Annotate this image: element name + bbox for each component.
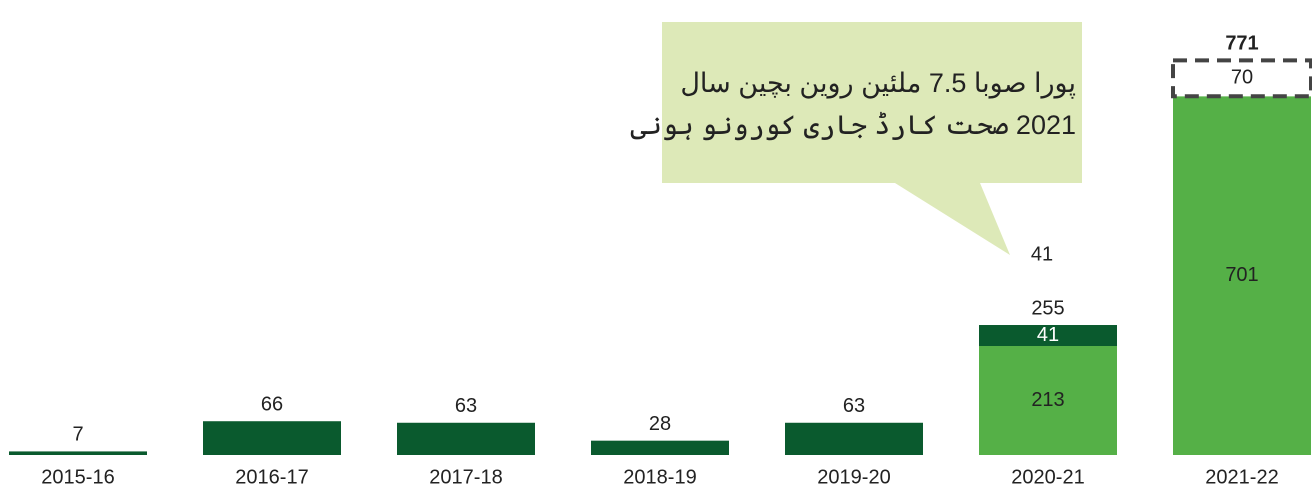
- value-label: 41: [1037, 324, 1059, 346]
- value-label: 28: [649, 413, 671, 435]
- bar-segment: [9, 451, 147, 455]
- x-tick-label: 2020-21: [1011, 466, 1084, 488]
- x-tick-label: 2018-19: [623, 466, 696, 488]
- x-tick-label: 2019-20: [817, 466, 890, 488]
- value-label: 701: [1225, 264, 1258, 286]
- bar-segment: [1173, 96, 1311, 456]
- bar-segment: [979, 325, 1117, 346]
- callout-line: پورا صوبا 7.5 ملئین روین بچین سال: [680, 68, 1076, 99]
- bar-segment: [1171, 58, 1312, 99]
- bar-segment: [203, 421, 341, 455]
- bar-segment: [785, 422, 923, 455]
- value-label: 70: [1231, 67, 1253, 89]
- x-tick-label: 2017-18: [429, 466, 502, 488]
- x-tick-label: 2016-17: [235, 466, 308, 488]
- x-tick-label: 2015-16: [41, 466, 114, 488]
- value-label: 63: [455, 395, 477, 417]
- value-label: 213: [1031, 389, 1064, 411]
- bar-segment: [591, 440, 729, 455]
- bar-segment: [979, 345, 1117, 455]
- value-label: 66: [261, 394, 283, 416]
- value-label: 63: [843, 395, 865, 417]
- total-label: 771: [1225, 33, 1258, 55]
- callout-box: [662, 22, 1082, 255]
- callout-line: 2021 صحت کارڈ جاری کورونو ہونی: [630, 110, 1076, 141]
- extra-label: 41: [1031, 243, 1053, 265]
- total-label: 255: [1031, 297, 1064, 319]
- x-tick-label: 2021-22: [1205, 466, 1278, 488]
- bar-segment: [397, 422, 535, 455]
- value-label: 7: [72, 424, 83, 446]
